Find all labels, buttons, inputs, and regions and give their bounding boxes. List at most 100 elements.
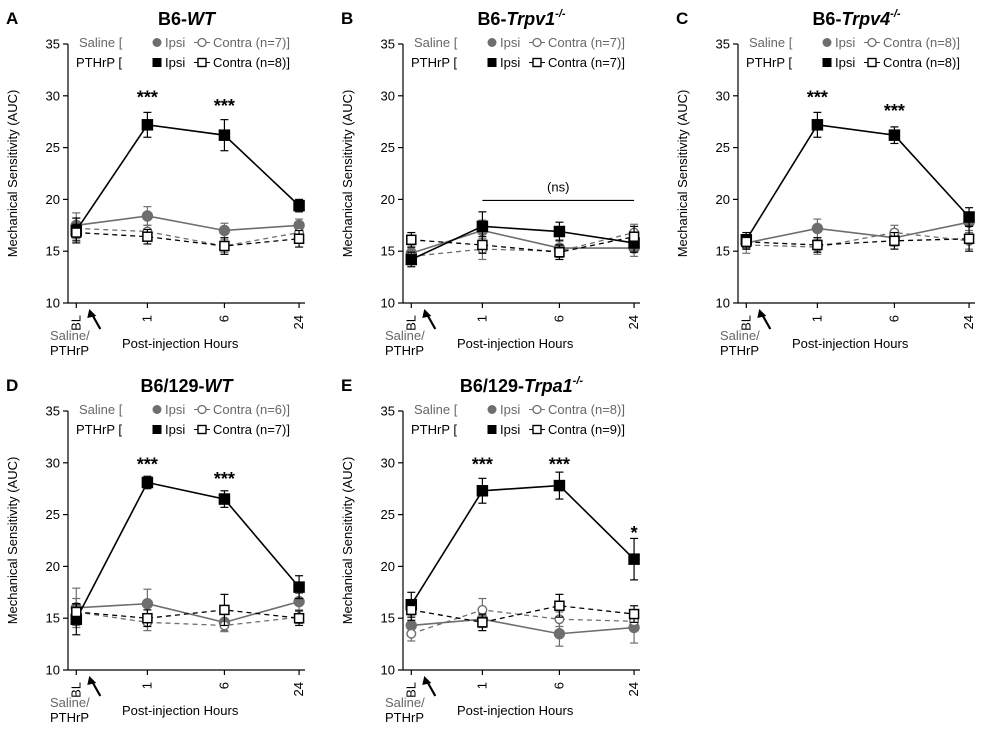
- series-pthrp-ipsi: [740, 111, 975, 248]
- data-point: [628, 231, 640, 242]
- legend-pthrp-ipsi: Ipsi: [165, 422, 185, 437]
- series-line: [76, 215, 300, 232]
- data-point: [405, 253, 418, 266]
- series-line: [76, 600, 300, 624]
- series-line: [746, 238, 970, 246]
- y-tick-label: 15: [716, 244, 730, 259]
- data-point: [811, 119, 824, 131]
- injection-label-saline: Saline/: [385, 695, 425, 710]
- data-point: [141, 119, 154, 131]
- series-line: [410, 484, 635, 606]
- panel-d: D B6/129-WT 10 15 20 25 30 35 Mechanical Sensiti…: [5, 376, 306, 725]
- y-tick-label: 15: [46, 611, 60, 626]
- data-point: [477, 617, 488, 628]
- x-tick-label: BL: [738, 315, 753, 331]
- x-tick-label: 24: [961, 315, 976, 329]
- legend-saline-ipsi-marker: [152, 405, 162, 414]
- injection-label-pthrp: PTHrP: [385, 710, 424, 725]
- data-point: [218, 224, 231, 237]
- significance-marker: ***: [137, 88, 158, 108]
- x-axis-label: Post-injection Hours: [792, 336, 909, 351]
- data-point: [888, 129, 901, 141]
- x-axis-label: Post-injection Hours: [122, 703, 239, 718]
- data-point: [811, 222, 824, 235]
- legend-pthrp-ipsi-marker: [152, 58, 162, 67]
- y-tick-label: 10: [381, 663, 395, 678]
- legend-saline-label: Saline [: [749, 35, 793, 50]
- panel-title: B6/129-WT: [140, 376, 234, 396]
- legend-saline-contra-marker: [532, 404, 542, 415]
- data-point: [142, 612, 153, 624]
- legend-saline-contra: Contra (n=6)]: [213, 402, 290, 417]
- title-genotype: Trpa1: [524, 376, 573, 396]
- data-point: [218, 493, 231, 505]
- x-tick-label: BL: [403, 315, 418, 331]
- data-point: [293, 199, 305, 212]
- injection-arrowhead-icon: [87, 676, 97, 685]
- x-tick-label: BL: [68, 315, 83, 331]
- data-point: [219, 240, 230, 252]
- y-tick-label: 30: [381, 455, 395, 470]
- legend-pthrp-ipsi-marker: [487, 58, 497, 67]
- title-prefix: B6-: [477, 9, 506, 29]
- series-pthrp-contra: [71, 223, 305, 255]
- legend-pthrp-ipsi-marker: [487, 425, 497, 434]
- title-prefix: B6/129-: [140, 376, 204, 396]
- data-point: [141, 210, 154, 222]
- x-tick-label: 1: [474, 315, 489, 322]
- x-tick-label: BL: [68, 682, 83, 698]
- title-genotype: WT: [205, 376, 235, 396]
- injection-arrowhead-icon: [422, 309, 432, 318]
- legend-saline-ipsi: Ipsi: [500, 402, 520, 417]
- legend-pthrp-label: PTHrP [: [411, 55, 457, 70]
- panel-letter: E: [341, 376, 352, 395]
- series-pthrp-ipsi: [405, 471, 640, 618]
- y-tick-label: 10: [716, 296, 730, 311]
- series-line: [76, 611, 300, 627]
- legend-pthrp-label: PTHrP [: [411, 422, 457, 437]
- x-tick-label: 24: [626, 315, 641, 329]
- legend-saline-ipsi: Ipsi: [500, 35, 520, 50]
- legend-pthrp-contra-marker: [867, 57, 877, 68]
- data-point: [219, 604, 230, 616]
- legend-saline-ipsi: Ipsi: [165, 402, 185, 417]
- x-tick-label: 1: [139, 315, 154, 322]
- legend-saline-ipsi-marker: [822, 38, 832, 47]
- y-tick-label: 20: [381, 192, 395, 207]
- x-tick-label: 6: [886, 315, 901, 322]
- y-tick-label: 10: [46, 663, 60, 678]
- data-point: [812, 239, 823, 251]
- legend-saline-contra-marker: [867, 37, 877, 48]
- data-point: [477, 604, 488, 615]
- y-tick-label: 10: [46, 296, 60, 311]
- title-genotype: WT: [187, 9, 217, 29]
- series-line: [746, 231, 970, 248]
- series-pthrp-contra: [406, 593, 640, 632]
- data-point: [554, 600, 565, 612]
- series-saline-ipsi: [70, 206, 305, 239]
- y-tick-label: 20: [381, 559, 395, 574]
- significance-marker: ***: [137, 455, 158, 475]
- data-point: [141, 476, 154, 489]
- y-axis-label: Mechanical Sensitivity (AUC): [5, 90, 20, 258]
- legend-saline-ipsi-marker: [152, 38, 162, 47]
- series-saline-contra: [406, 597, 640, 642]
- y-tick-label: 25: [381, 507, 395, 522]
- legend-pthrp-contra: Contra (n=9)]: [548, 422, 625, 437]
- legend-pthrp-label: PTHrP [: [746, 55, 792, 70]
- legend-pthrp-label: PTHrP [: [76, 55, 122, 70]
- legend-pthrp-label: PTHrP [: [76, 422, 122, 437]
- legend-pthrp-contra: Contra (n=8)]: [213, 55, 290, 70]
- legend-pthrp-ipsi: Ipsi: [835, 55, 855, 70]
- series-line: [76, 227, 300, 247]
- y-tick-label: 25: [46, 140, 60, 155]
- y-tick-label: 30: [46, 88, 60, 103]
- x-tick-label: 6: [216, 682, 231, 689]
- data-point: [963, 211, 975, 223]
- legend-saline-label: Saline [: [414, 35, 458, 50]
- series-line: [410, 225, 635, 261]
- y-tick-label: 15: [381, 611, 395, 626]
- data-point: [554, 246, 565, 258]
- injection-label-saline: Saline/: [50, 695, 90, 710]
